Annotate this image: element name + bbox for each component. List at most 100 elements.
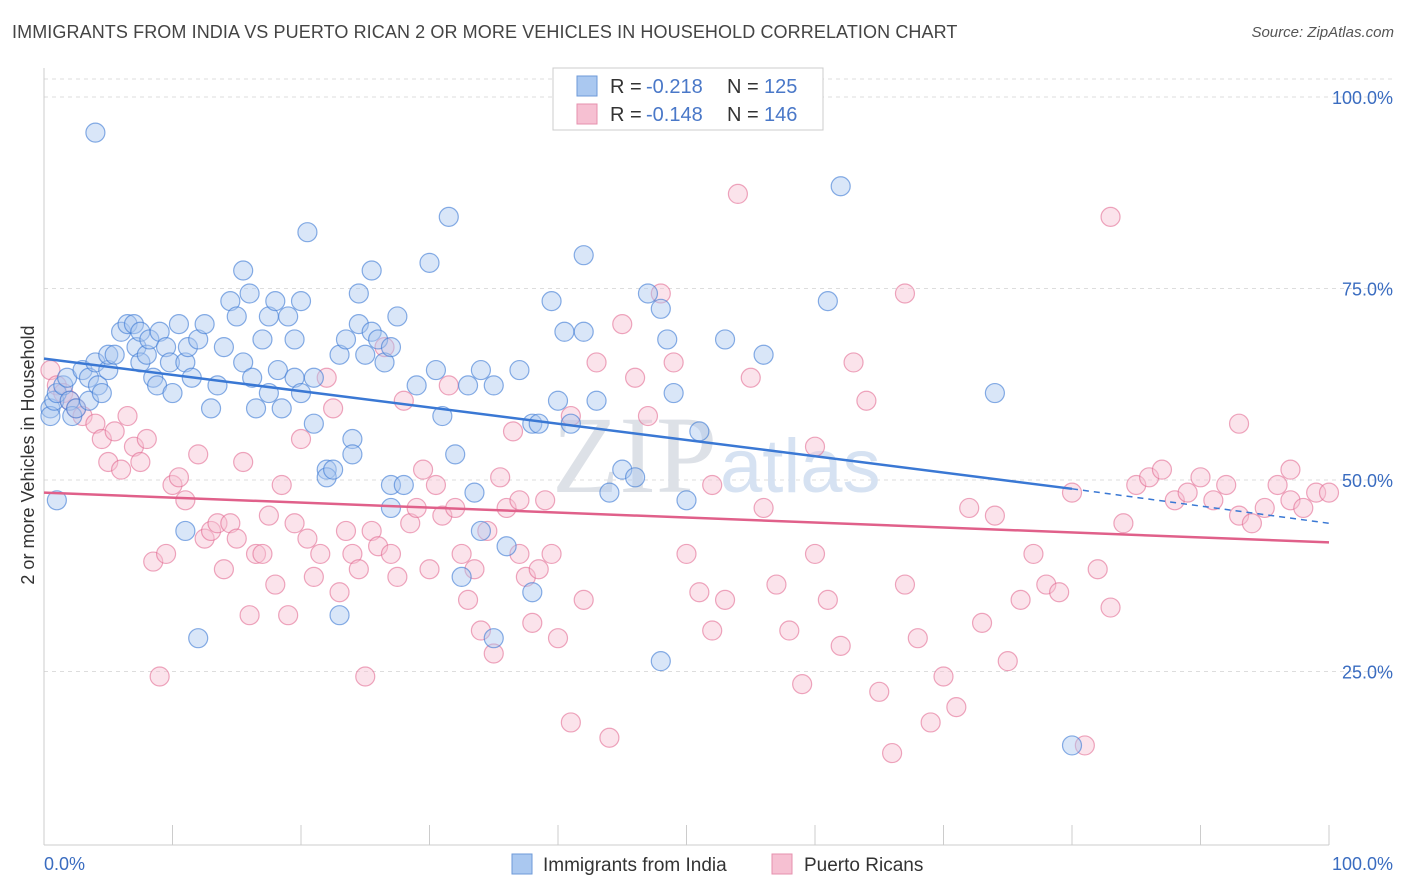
point-pr-31 bbox=[252, 543, 273, 565]
point-india-42 bbox=[226, 306, 247, 327]
point-pr-131 bbox=[1241, 513, 1263, 534]
point-india-91 bbox=[483, 628, 504, 649]
point-pr-47 bbox=[355, 666, 376, 687]
point-pr-94 bbox=[766, 574, 787, 595]
point-pr-117 bbox=[1061, 482, 1083, 503]
legend-n-label-pr: N = bbox=[727, 104, 759, 126]
point-india-60 bbox=[303, 367, 324, 388]
point-india-24 bbox=[136, 344, 157, 365]
point-pr-145 bbox=[1280, 459, 1301, 480]
point-india-86 bbox=[451, 566, 472, 588]
point-india-85 bbox=[445, 444, 466, 465]
point-india-119 bbox=[175, 520, 196, 542]
point-pr-69 bbox=[496, 497, 517, 519]
point-india-79 bbox=[393, 474, 414, 496]
point-pr-28 bbox=[233, 451, 254, 473]
point-pr-77 bbox=[547, 628, 569, 649]
point-pr-122 bbox=[1126, 474, 1147, 496]
point-pr-130 bbox=[1228, 505, 1250, 526]
legend-r-value-india: -0.218 bbox=[646, 76, 703, 98]
point-india-104 bbox=[624, 467, 646, 488]
point-pr-14 bbox=[136, 428, 157, 450]
legend-n-value-pr: 146 bbox=[764, 104, 797, 126]
axes bbox=[43, 68, 1330, 846]
point-pr-30 bbox=[245, 543, 267, 565]
point-india-97 bbox=[547, 390, 569, 411]
point-pr-99 bbox=[830, 635, 851, 656]
point-pr-73 bbox=[522, 612, 543, 633]
bottom-legend-label-pr: Puerto Ricans bbox=[804, 855, 923, 876]
point-india-16 bbox=[98, 344, 119, 365]
point-india-54 bbox=[278, 306, 299, 327]
point-pr-8 bbox=[98, 451, 119, 473]
point-pr-128 bbox=[1203, 490, 1224, 511]
point-india-82 bbox=[425, 359, 447, 381]
point-pr-92 bbox=[740, 367, 761, 388]
point-pr-27 bbox=[226, 528, 247, 549]
point-india-61 bbox=[316, 459, 337, 480]
point-pr-96 bbox=[792, 674, 813, 695]
point-pr-36 bbox=[284, 513, 305, 534]
point-pr-33 bbox=[265, 574, 286, 595]
point-india-72 bbox=[361, 260, 382, 281]
point-india-78 bbox=[387, 306, 408, 327]
point-pr-100 bbox=[843, 352, 864, 373]
point-pr-88 bbox=[689, 582, 710, 603]
point-india-30 bbox=[159, 352, 181, 373]
point-india-89 bbox=[470, 520, 491, 542]
point-india-17 bbox=[104, 344, 125, 365]
point-pr-60 bbox=[438, 375, 459, 396]
point-india-25 bbox=[139, 329, 160, 350]
point-india-110 bbox=[689, 421, 710, 442]
point-pr-121 bbox=[1113, 513, 1134, 534]
point-india-34 bbox=[177, 337, 199, 358]
point-india-75 bbox=[380, 337, 402, 358]
point-india-73 bbox=[368, 329, 389, 350]
point-pr-40 bbox=[310, 543, 331, 565]
point-india-51 bbox=[265, 291, 286, 312]
x-tick-label-max: 100.0% bbox=[1332, 854, 1393, 874]
point-india-47 bbox=[245, 398, 267, 419]
point-pr-84 bbox=[637, 405, 659, 427]
point-pr-91 bbox=[727, 183, 749, 204]
point-pr-107 bbox=[933, 666, 954, 687]
point-india-113 bbox=[817, 291, 838, 312]
point-india-65 bbox=[335, 329, 357, 350]
point-india-33 bbox=[175, 352, 196, 373]
point-pr-56 bbox=[412, 459, 434, 480]
legend-swatch-india bbox=[576, 75, 598, 97]
point-pr-79 bbox=[573, 589, 594, 610]
x-tick-label-min: 0.0% bbox=[44, 854, 85, 874]
watermark-zip: ZIP bbox=[552, 394, 717, 516]
point-india-112 bbox=[753, 344, 774, 365]
point-pr-126 bbox=[1177, 482, 1198, 503]
point-india-12 bbox=[85, 352, 106, 373]
point-india-43 bbox=[233, 260, 254, 281]
point-india-106 bbox=[650, 298, 671, 319]
legend-r-value-pr: -0.148 bbox=[646, 104, 703, 126]
point-india-125 bbox=[483, 375, 504, 396]
point-india-118 bbox=[85, 122, 106, 143]
point-pr-16 bbox=[149, 666, 170, 687]
point-pr-43 bbox=[329, 582, 350, 603]
point-pr-20 bbox=[175, 490, 196, 511]
point-india-111 bbox=[714, 329, 736, 350]
point-india-105 bbox=[637, 283, 659, 304]
point-pr-138 bbox=[1100, 206, 1121, 227]
point-pr-65 bbox=[470, 620, 491, 641]
point-india-117 bbox=[46, 490, 67, 511]
legend: R = -0.218 N = 125 R = -0.148 N = 146 bbox=[552, 67, 824, 131]
point-india-2 bbox=[44, 390, 65, 411]
point-india-1 bbox=[40, 405, 61, 427]
point-pr-115 bbox=[1036, 574, 1057, 595]
point-pr-48 bbox=[361, 520, 382, 542]
legend-box bbox=[552, 67, 824, 131]
point-pr-70 bbox=[502, 421, 524, 442]
point-india-101 bbox=[573, 245, 594, 266]
point-pr-83 bbox=[624, 367, 646, 388]
point-pr-87 bbox=[676, 543, 697, 565]
point-india-40 bbox=[213, 337, 234, 358]
y-axis-title: 2 or more Vehicles in Household bbox=[18, 325, 38, 584]
point-pr-90 bbox=[714, 589, 736, 610]
legend-r-label-india: R = bbox=[610, 76, 642, 98]
